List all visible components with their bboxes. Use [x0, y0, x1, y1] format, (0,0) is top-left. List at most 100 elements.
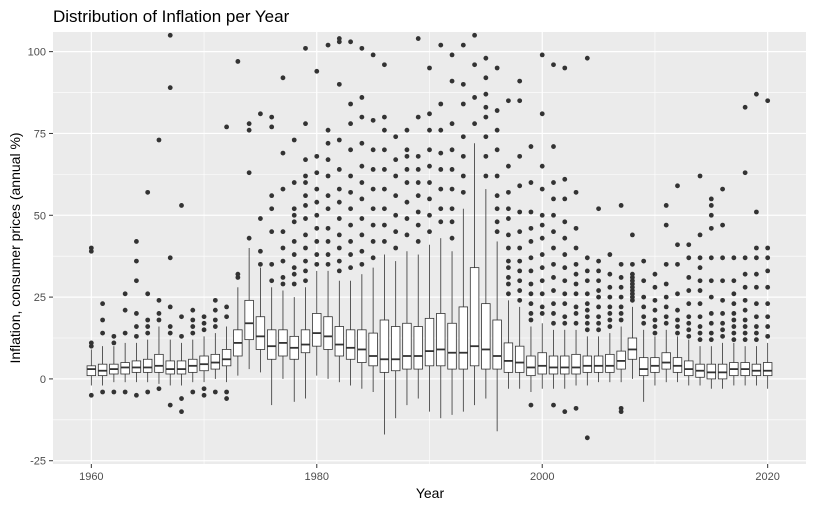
- outlier-point: [528, 311, 534, 316]
- outlier-point: [539, 311, 545, 316]
- outlier-point: [438, 206, 444, 212]
- box-2002: [560, 65, 570, 415]
- outlier-point: [686, 242, 692, 248]
- outlier-point: [708, 311, 714, 316]
- outlier-point: [720, 333, 725, 339]
- outlier-point: [731, 330, 737, 336]
- box-2010: [650, 271, 660, 386]
- outlier-point: [528, 317, 534, 323]
- outlier-point: [483, 173, 489, 179]
- outlier-point: [686, 327, 692, 333]
- outlier-point: [551, 180, 556, 185]
- outlier-point: [607, 324, 613, 329]
- outlier-point: [404, 216, 410, 221]
- outlier-point: [731, 311, 737, 316]
- outlier-point: [517, 278, 523, 284]
- outlier-point: [269, 193, 275, 199]
- outlier-point: [506, 275, 511, 280]
- outlier-point: [630, 261, 635, 267]
- box-1969: [188, 307, 198, 395]
- outlier-point: [291, 265, 297, 271]
- box-iqr: [402, 322, 412, 370]
- outlier-point: [382, 239, 387, 244]
- outlier-point: [460, 42, 466, 48]
- box-1961: [97, 301, 108, 395]
- outlier-point: [754, 337, 759, 343]
- outlier-point: [382, 222, 387, 228]
- outlier-point: [562, 291, 568, 297]
- outlier-point: [269, 261, 275, 267]
- outlier-point: [584, 268, 590, 274]
- box-1979: [300, 45, 311, 399]
- outlier-point: [697, 278, 703, 284]
- outlier-point: [607, 294, 613, 300]
- box-2006: [605, 252, 615, 383]
- outlier-point: [607, 252, 613, 257]
- box-iqr: [323, 316, 333, 350]
- outlier-point: [754, 324, 759, 329]
- outlier-point: [303, 45, 308, 51]
- outlier-point: [731, 278, 737, 284]
- outlier-point: [269, 278, 275, 284]
- outlier-point: [663, 203, 669, 208]
- box-1963: [120, 291, 130, 395]
- box-2007: [616, 203, 626, 415]
- outlier-point: [325, 193, 331, 199]
- outlier-point: [404, 167, 410, 172]
- box-1973: [233, 59, 243, 376]
- outlier-point: [427, 212, 432, 218]
- box-1974: [244, 121, 254, 370]
- outlier-point: [212, 307, 218, 313]
- outlier-point: [179, 409, 184, 415]
- outlier-point: [359, 196, 365, 202]
- outlier-point: [359, 114, 365, 120]
- y-axis-title: Inflation, consumer prices (annual %): [7, 132, 23, 363]
- outlier-point: [348, 252, 353, 257]
- outlier-point: [134, 278, 139, 284]
- outlier-point: [438, 186, 444, 192]
- outlier-point: [156, 386, 162, 392]
- box-iqr: [312, 313, 322, 347]
- outlier-point: [596, 288, 601, 293]
- outlier-point: [731, 301, 737, 307]
- outlier-point: [675, 317, 680, 323]
- outlier-point: [742, 104, 748, 110]
- box-iqr: [469, 267, 480, 367]
- outlier-point: [134, 239, 139, 244]
- outlier-point: [449, 121, 455, 127]
- box-1981: [323, 42, 333, 379]
- outlier-point: [291, 137, 297, 143]
- box-1992: [447, 52, 457, 415]
- outlier-point: [235, 59, 241, 64]
- box-iqr: [154, 353, 164, 373]
- outlier-point: [551, 402, 556, 408]
- outlier-point: [641, 294, 647, 300]
- outlier-point: [539, 265, 545, 271]
- outlier-point: [100, 301, 105, 307]
- outlier-point: [517, 288, 523, 293]
- outlier-point: [325, 239, 331, 244]
- outlier-point: [551, 196, 556, 202]
- outlier-point: [100, 317, 105, 323]
- box-2011: [661, 203, 671, 383]
- outlier-point: [427, 229, 432, 235]
- outlier-point: [382, 206, 387, 212]
- outlier-point: [325, 252, 331, 257]
- outlier-point: [303, 173, 308, 179]
- outlier-point: [348, 239, 353, 244]
- outlier-point: [303, 258, 308, 264]
- outlier-point: [596, 258, 601, 264]
- outlier-point: [528, 255, 534, 261]
- outlier-point: [472, 121, 477, 127]
- outlier-point: [404, 232, 410, 238]
- outlier-point: [506, 232, 511, 238]
- outlier-point: [179, 203, 184, 208]
- outlier-point: [686, 255, 692, 261]
- outlier-point: [336, 232, 342, 238]
- outlier-point: [618, 203, 624, 208]
- outlier-point: [88, 392, 94, 398]
- outlier-point: [258, 261, 263, 267]
- box-iqr: [86, 365, 97, 377]
- outlier-point: [280, 258, 286, 264]
- box-2013: [684, 242, 694, 386]
